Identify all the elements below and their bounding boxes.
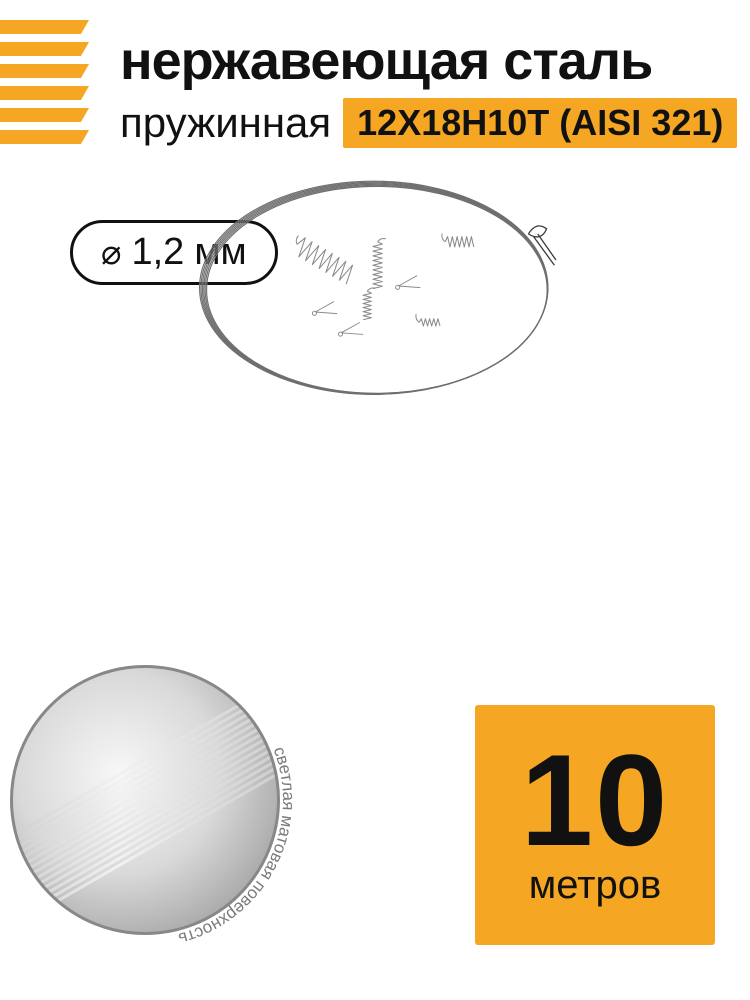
length-badge: 10 метров	[475, 705, 715, 945]
length-unit: метров	[529, 863, 661, 908]
length-value: 10	[521, 742, 670, 859]
product-illustration	[0, 0, 750, 520]
closeup-circle: светлая матовая поверхность	[10, 665, 280, 935]
